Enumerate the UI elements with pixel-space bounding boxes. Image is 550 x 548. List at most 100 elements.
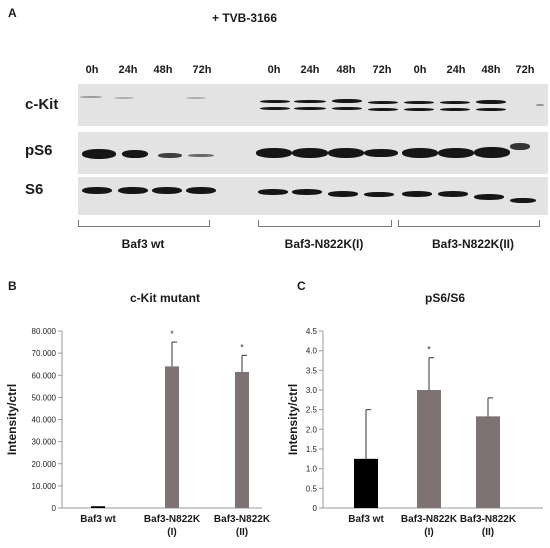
y-tick-label: 1.5: [306, 445, 318, 454]
blot-band: [118, 187, 148, 194]
y-tick-label: 2.0: [306, 425, 318, 434]
chart-c-title: pS6/S6: [424, 291, 466, 305]
blot-band: [294, 100, 326, 103]
y-tick-label: 20.000: [32, 460, 57, 469]
bar: [91, 506, 105, 508]
panel-c-letter: C: [297, 279, 306, 293]
blot-band: [476, 100, 506, 104]
chart-b: 0 10.000 20.000 30.000 40.000 50.000 60.000 70.…: [5, 327, 271, 538]
blot-band: [404, 108, 434, 111]
y-tick-label: 1.0: [306, 465, 318, 474]
time-label: 24h: [118, 64, 138, 76]
blot-band: [152, 187, 182, 194]
chart-b-title: c-Kit mutant: [130, 291, 200, 305]
blot-band: [510, 198, 536, 203]
category-label: Baf3-N822K: [144, 514, 201, 525]
significance-mark: *: [427, 345, 431, 355]
bar: [417, 390, 441, 508]
blot-band: [256, 148, 292, 158]
significance-mark: *: [170, 329, 174, 339]
blot-band: [368, 108, 398, 111]
blot-band: [260, 100, 290, 103]
blot-band: [188, 154, 214, 157]
category-label: Baf3 wt: [80, 514, 116, 525]
panel-a-letter: A: [8, 6, 17, 20]
blot-band: [328, 191, 358, 197]
bar: [354, 458, 378, 508]
blot-band: [80, 96, 102, 98]
time-label: 0h: [413, 64, 427, 76]
group-label-n822k-ii: Baf3-N822K(II): [431, 237, 515, 251]
blot-band: [294, 107, 326, 110]
blot-band: [474, 147, 510, 158]
y-tick-label: 4.5: [306, 327, 318, 336]
blot-band: [292, 189, 322, 195]
s6-blot: [78, 177, 548, 215]
time-label: 72h: [192, 64, 212, 76]
time-label: 0h: [267, 64, 281, 76]
y-tick-label: 40.000: [32, 416, 57, 425]
significance-mark: *: [240, 342, 244, 352]
category-label: Baf3-N822K: [401, 514, 458, 525]
blot-band: [438, 191, 468, 197]
blot-band: [332, 107, 362, 110]
blot-band: [510, 143, 530, 150]
y-axis-label: Intensity/ctrl: [286, 384, 300, 455]
blot-band: [260, 107, 290, 110]
blot-band: [114, 97, 134, 99]
y-tick-label: 60.000: [32, 371, 57, 380]
blot-band: [476, 108, 506, 111]
panel-b-letter: B: [8, 279, 17, 293]
blot-band: [258, 189, 288, 195]
category-label: Baf3-N822K: [460, 514, 517, 525]
group-bracket: [78, 220, 210, 227]
y-tick-label: 3.5: [306, 366, 318, 375]
time-label: 48h: [153, 64, 173, 76]
group-label-n822k-i: Baf3-N822K(I): [284, 237, 364, 251]
treatment-label: + TVB-3166: [212, 11, 278, 25]
y-tick-label: 10.000: [32, 482, 57, 491]
blot-band: [186, 187, 216, 194]
blot-band: [440, 101, 470, 104]
category-label: (I): [424, 527, 433, 538]
blot-band: [438, 148, 474, 158]
time-label: 72h: [515, 64, 535, 76]
category-label: Baf3 wt: [348, 514, 384, 525]
c-kit-blot: [78, 84, 548, 126]
time-label: 24h: [300, 64, 320, 76]
category-label: (I): [167, 527, 176, 538]
row-label-s6: S6: [25, 181, 44, 198]
y-tick-label: 3.0: [306, 386, 318, 395]
blot-band: [186, 97, 206, 99]
y-tick-label: 50.000: [32, 393, 57, 402]
group-label-baf3-wt: Baf3 wt: [121, 237, 165, 251]
blot-band: [328, 148, 364, 158]
blot-band: [474, 194, 504, 200]
y-tick-label: 0: [313, 504, 318, 513]
category-label: (II): [236, 527, 248, 538]
y-tick-label: 2.5: [306, 406, 318, 415]
blot-band: [364, 192, 394, 197]
blot-band: [332, 99, 362, 103]
group-bracket: [398, 220, 540, 227]
bar: [235, 371, 249, 508]
time-label: 48h: [481, 64, 501, 76]
blot-band: [364, 149, 398, 157]
bar: [476, 416, 500, 508]
blot-band: [122, 150, 148, 158]
blot-band: [404, 101, 434, 104]
blot-band: [368, 101, 398, 104]
blot-band: [536, 104, 544, 106]
y-tick-label: 0.5: [306, 484, 318, 493]
ps6-blot: [78, 132, 548, 174]
blot-band: [402, 148, 438, 158]
y-tick-label: 70.000: [32, 349, 57, 358]
blot-band: [402, 191, 432, 197]
category-label: (II): [482, 527, 494, 538]
y-axis-label: Intensity/ctrl: [5, 384, 19, 455]
y-tick-label: 4.0: [306, 347, 318, 356]
time-label: 72h: [372, 64, 392, 76]
blot-band: [158, 153, 182, 158]
blot-band: [440, 108, 470, 111]
y-tick-label: 80.000: [32, 327, 57, 336]
